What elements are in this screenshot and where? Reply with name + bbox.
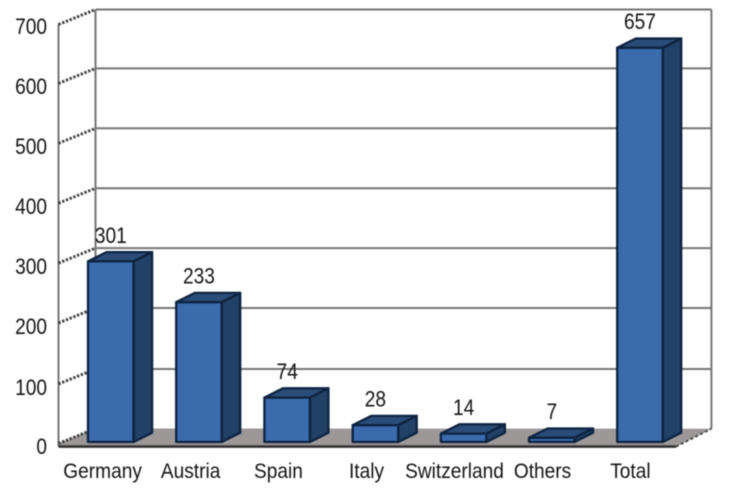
svg-text:700: 700 — [15, 14, 47, 39]
svg-text:Germany: Germany — [63, 460, 142, 483]
svg-text:0: 0 — [36, 434, 47, 459]
svg-text:Austria: Austria — [161, 460, 221, 483]
svg-text:301: 301 — [95, 223, 127, 248]
svg-text:657: 657 — [624, 9, 656, 34]
svg-text:74: 74 — [277, 359, 298, 384]
svg-text:Italy: Italy — [349, 460, 384, 483]
svg-text:200: 200 — [15, 314, 47, 339]
svg-text:Switzerland: Switzerland — [405, 460, 504, 483]
svg-text:28: 28 — [365, 387, 386, 412]
svg-text:400: 400 — [15, 194, 47, 219]
svg-text:14: 14 — [453, 395, 474, 420]
svg-text:100: 100 — [15, 375, 47, 400]
svg-text:500: 500 — [15, 134, 47, 159]
svg-text:Total: Total — [610, 460, 650, 483]
svg-text:233: 233 — [183, 264, 215, 289]
svg-text:600: 600 — [15, 74, 47, 99]
svg-text:Others: Others — [514, 460, 571, 483]
svg-text:300: 300 — [15, 254, 47, 279]
svg-text:7: 7 — [547, 399, 558, 424]
svg-text:Spain: Spain — [254, 460, 303, 483]
